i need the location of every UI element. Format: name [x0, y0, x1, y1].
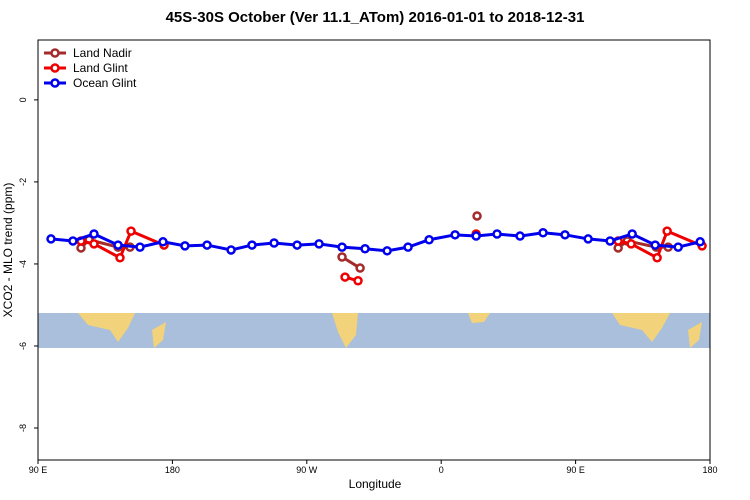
- y-tick-label: 0: [18, 97, 28, 102]
- point: [382, 246, 392, 256]
- plot-frame: [37, 39, 711, 461]
- point: [538, 228, 548, 238]
- point: [89, 239, 99, 249]
- legend-label: Land Glint: [73, 61, 128, 75]
- point: [247, 240, 257, 250]
- point: [695, 237, 705, 247]
- point: [113, 240, 123, 250]
- series-line: [50, 231, 701, 253]
- point: [652, 253, 662, 263]
- point: [314, 239, 324, 249]
- point: [492, 229, 502, 239]
- point: [158, 237, 168, 247]
- point: [135, 242, 145, 252]
- x-tick-label: 0: [439, 465, 444, 475]
- legend-label: Land Nadir: [73, 46, 132, 60]
- point: [627, 229, 637, 239]
- point: [337, 242, 347, 252]
- point: [450, 230, 460, 240]
- point: [424, 234, 434, 245]
- legend-label: Ocean Glint: [73, 76, 137, 90]
- point: [605, 236, 615, 246]
- map-strip: [38, 313, 710, 348]
- point: [269, 238, 279, 248]
- legend-marker: [50, 78, 60, 88]
- point: [353, 276, 363, 286]
- point: [515, 231, 525, 241]
- x-tick-label: 90 E: [29, 465, 48, 475]
- point: [337, 252, 347, 262]
- point: [68, 236, 78, 246]
- point: [226, 245, 236, 255]
- point: [355, 263, 365, 273]
- x-tick-label: 180: [165, 465, 180, 475]
- point: [89, 229, 99, 239]
- point: [360, 244, 370, 254]
- x-tick-label: 90 E: [566, 465, 585, 475]
- point: [126, 226, 136, 236]
- point: [202, 240, 212, 250]
- point: [560, 230, 570, 240]
- x-tick-label: 90 W: [296, 465, 318, 475]
- y-tick-label: -8: [18, 424, 28, 432]
- point: [673, 242, 683, 252]
- legend-marker: [50, 63, 60, 73]
- x-tick-label: 180: [702, 465, 717, 475]
- point: [46, 234, 56, 244]
- point: [583, 234, 593, 244]
- point: [471, 231, 481, 241]
- point: [340, 272, 350, 282]
- point: [650, 240, 660, 250]
- y-axis-label: XCO2 - MLO trend (ppm): [1, 183, 15, 318]
- point: [115, 253, 125, 263]
- y-tick-label: -2: [18, 178, 28, 186]
- point: [180, 241, 190, 251]
- y-tick-label: -6: [18, 342, 28, 350]
- point: [403, 242, 413, 252]
- x-axis-label: Longitude: [349, 477, 402, 491]
- point: [472, 211, 482, 221]
- point: [662, 226, 672, 236]
- point: [626, 239, 636, 249]
- chart-title: 45S-30S October (Ver 11.1_ATom) 2016-01-…: [166, 9, 585, 26]
- y-tick-label: -4: [18, 260, 28, 268]
- legend-marker: [50, 48, 60, 58]
- point: [292, 240, 302, 250]
